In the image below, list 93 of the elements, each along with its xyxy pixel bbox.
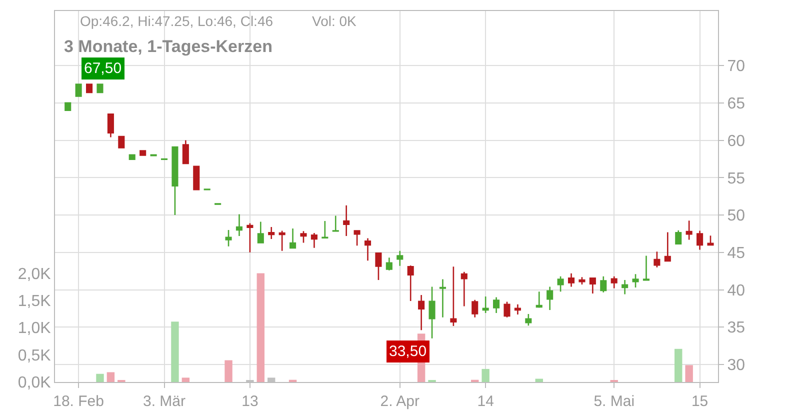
candlestick [536,290,542,308]
candlestick [589,276,596,294]
candlestick [268,226,275,240]
candlestick [310,232,318,249]
y-tick-label: 40 [727,282,746,300]
y2-tick-label: 2,0K [18,266,52,283]
candlestick [236,214,242,237]
x-tick-label: 14 [477,393,494,410]
candlestick [86,84,93,94]
candlestick [675,230,682,244]
candlestick [642,255,650,281]
candlestick [407,264,414,302]
candlestick [460,271,468,307]
candlestick [278,230,286,252]
x-tick-label: 18. Feb [53,393,104,410]
bar [106,372,115,382]
bar [685,365,693,382]
candlestick [343,204,350,237]
candlestick [75,84,82,97]
y-tick-label: 50 [727,208,746,225]
annotation: Vol: 0K [312,13,358,29]
candlestick [632,273,639,288]
y-tick-label: 45 [727,245,746,262]
candlestick [96,84,104,94]
candlestick [364,238,372,262]
candlestick [654,251,660,268]
x-tick-label: 15 [691,393,708,410]
y-tick-label: 35 [727,320,746,337]
candlestick [246,222,254,254]
candlestick [107,113,114,138]
candlestick [354,230,360,246]
candlestick [525,313,532,326]
bar [171,322,179,382]
candlestick [322,220,328,238]
candlestick [610,276,618,289]
x-tick-label: 5. Mai [594,393,635,410]
candlestick [128,154,136,160]
candlestick [193,166,200,190]
y2-tick-label: 0,5K [18,347,52,364]
candlestick [504,301,510,318]
candlestick [546,286,554,311]
candlestick [225,229,232,248]
candlestick [290,228,296,249]
candlestick [439,278,446,318]
bar [182,378,190,382]
candlestick [686,220,692,240]
candlestick [450,266,457,327]
bar [535,378,543,382]
candlestick [118,136,125,148]
candlestick [707,234,714,246]
candlestick [300,230,307,244]
candlestick [578,276,586,286]
y2-tick-label: 0,0K [18,374,52,392]
candlestick [568,272,575,288]
candlestick [418,294,425,331]
candlestick [140,150,146,156]
text: 3 Monate, 1-Tages-Kerzen [64,37,272,56]
annotation: 67,50 [84,60,122,77]
x-tick-label: 3. Mär [142,393,186,410]
candlestick [514,304,521,316]
annotation: 33,50 [389,343,427,360]
y2-tick-label: 1,5K [18,293,52,310]
candlestick [482,296,489,314]
candlestick [396,250,404,267]
candlestick [375,252,382,281]
x-tick-label: 13 [242,393,258,410]
candlestick [472,299,478,318]
candlestick [182,140,189,164]
bar [482,368,490,382]
candlestick [428,286,436,339]
candlestick [64,102,72,112]
bar [96,374,104,382]
candlestick [600,276,607,294]
bar [224,360,232,382]
candlestick [696,230,704,250]
candlestick [172,146,178,216]
y-tick-label: 30 [727,357,746,374]
candlestick [557,276,564,292]
candlestick [664,232,671,262]
candlestick [332,215,339,232]
candlestick [257,221,264,244]
y-tick-label: 65 [727,96,746,113]
bar [256,273,264,382]
annotation: Op:46.2, Hi:47.25, Lo:46, Cl:46 [80,13,274,29]
candlestick [386,256,392,271]
y-tick-label: 55 [727,170,746,188]
bar [674,348,682,382]
y2-tick-label: 1,0K [18,320,52,338]
y-tick-label: 60 [727,132,746,150]
candlestick [622,279,628,295]
x-tick-label: 2. Apr [380,393,420,410]
y-tick-label: 70 [727,58,746,76]
candlestick [493,296,500,314]
